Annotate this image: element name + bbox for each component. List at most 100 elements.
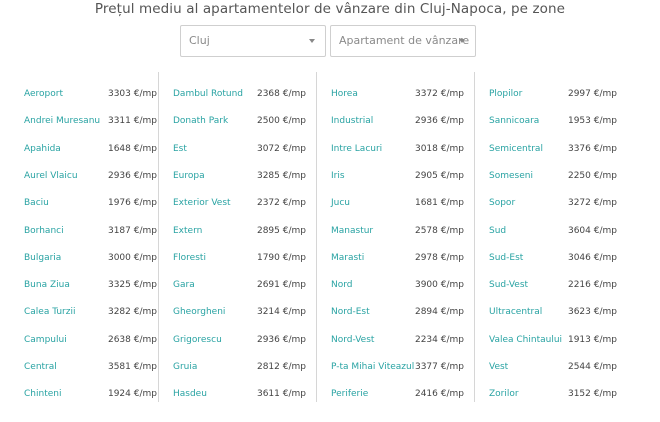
zone-link[interactable]: Sud bbox=[489, 225, 507, 236]
zone-price: 3611 €/mp bbox=[256, 389, 306, 400]
zone-row: Industrial 2936 €/mp bbox=[331, 113, 475, 129]
zone-row: Nord-Est 2894 €/mp bbox=[331, 304, 475, 320]
zone-link[interactable]: Gara bbox=[173, 280, 195, 291]
property-type-select[interactable]: Apartament de vânzare bbox=[330, 25, 476, 57]
zone-link[interactable]: Extern bbox=[173, 225, 203, 236]
zone-row: Hasdeu 3611 €/mp bbox=[173, 386, 317, 402]
zone-row: Aurel Vlaicu 2936 €/mp bbox=[24, 168, 168, 184]
zone-price: 3377 €/mp bbox=[414, 362, 464, 372]
zone-link[interactable]: Chinteni bbox=[24, 389, 62, 400]
zone-row: Marasti 2978 €/mp bbox=[331, 250, 475, 266]
zone-price: 3187 €/mp bbox=[107, 225, 157, 236]
zone-price: 2812 €/mp bbox=[256, 362, 306, 372]
zone-link[interactable]: Horea bbox=[331, 89, 358, 99]
zone-link[interactable]: Campului bbox=[24, 334, 67, 345]
zone-price: 3285 €/mp bbox=[256, 170, 306, 181]
zone-price: 3046 €/mp bbox=[567, 252, 617, 263]
zone-link[interactable]: Central bbox=[24, 362, 57, 372]
zone-link[interactable]: Zorilor bbox=[489, 389, 519, 400]
zone-link[interactable]: Nord-Vest bbox=[331, 334, 375, 345]
zone-link[interactable]: Plopilor bbox=[489, 89, 523, 99]
zone-link[interactable]: Nord bbox=[331, 280, 353, 291]
zone-row: Manastur 2578 €/mp bbox=[331, 223, 475, 239]
city-select[interactable]: Cluj bbox=[180, 25, 326, 57]
zone-price: 3604 €/mp bbox=[567, 225, 617, 236]
zone-link[interactable]: Exterior Vest bbox=[173, 198, 231, 209]
zone-link[interactable]: Gruia bbox=[173, 362, 198, 372]
chevron-down-icon bbox=[309, 39, 315, 43]
zone-price: 3623 €/mp bbox=[567, 307, 617, 318]
zone-link[interactable]: Borhanci bbox=[24, 225, 64, 236]
zone-link[interactable]: Periferie bbox=[331, 389, 369, 400]
zone-link[interactable]: Est bbox=[173, 143, 187, 154]
zone-price: 2544 €/mp bbox=[567, 362, 617, 372]
zone-link[interactable]: Valea Chintaului bbox=[489, 334, 563, 345]
zone-link[interactable]: Apahida bbox=[24, 143, 61, 154]
zone-link[interactable]: Sud-Est bbox=[489, 252, 524, 263]
zone-row: Ultracentral 3623 €/mp bbox=[489, 304, 625, 320]
zone-price: 3303 €/mp bbox=[107, 89, 157, 99]
zone-price: 3372 €/mp bbox=[414, 89, 464, 99]
zone-link[interactable]: Buna Ziua bbox=[24, 280, 70, 291]
zone-price: 2978 €/mp bbox=[414, 252, 464, 263]
zone-link[interactable]: Iris bbox=[331, 170, 345, 181]
zone-price: 2936 €/mp bbox=[256, 334, 306, 345]
zone-row: Someseni 2250 €/mp bbox=[489, 168, 625, 184]
zone-row: Grigorescu 2936 €/mp bbox=[173, 332, 317, 348]
zone-row: Chinteni 1924 €/mp bbox=[24, 386, 168, 402]
zone-price: 3311 €/mp bbox=[107, 116, 157, 127]
zone-link[interactable]: Intre Lacuri bbox=[331, 143, 383, 154]
zone-column: Horea 3372 €/mp Industrial 2936 €/mp Intre L… bbox=[316, 72, 474, 402]
zone-link[interactable]: Vest bbox=[489, 362, 509, 372]
zone-row: Apahida 1648 €/mp bbox=[24, 141, 168, 157]
zone-link[interactable]: Jucu bbox=[331, 198, 351, 209]
zone-link[interactable]: Industrial bbox=[331, 116, 374, 127]
zone-link[interactable]: Ultracentral bbox=[489, 307, 543, 318]
zone-price: 2936 €/mp bbox=[414, 116, 464, 127]
zone-price: 2905 €/mp bbox=[414, 170, 464, 181]
zone-link[interactable]: P-ta Mihai Viteazul bbox=[331, 362, 415, 372]
zone-link[interactable]: Sannicoara bbox=[489, 116, 540, 127]
zone-price: 2638 €/mp bbox=[107, 334, 157, 345]
zone-link[interactable]: Aeroport bbox=[24, 89, 63, 99]
zone-link[interactable]: Aurel Vlaicu bbox=[24, 170, 78, 181]
zone-link[interactable]: Someseni bbox=[489, 170, 533, 181]
zone-link[interactable]: Nord-Est bbox=[331, 307, 370, 318]
zone-link[interactable]: Europa bbox=[173, 170, 205, 181]
zone-price: 3282 €/mp bbox=[107, 307, 157, 318]
zone-row: Zorilor 3152 €/mp bbox=[489, 386, 625, 402]
zone-price: 2500 €/mp bbox=[256, 116, 306, 127]
zone-link[interactable]: Donath Park bbox=[173, 116, 229, 127]
zone-link[interactable]: Manastur bbox=[331, 225, 374, 236]
zone-link[interactable]: Marasti bbox=[331, 252, 365, 263]
zone-price: 3152 €/mp bbox=[567, 389, 617, 400]
zone-price: 3325 €/mp bbox=[107, 280, 157, 291]
zone-link[interactable]: Bulgaria bbox=[24, 252, 62, 263]
zone-link[interactable]: Sud-Vest bbox=[489, 280, 529, 291]
zone-price: 2234 €/mp bbox=[414, 334, 464, 345]
zone-link[interactable]: Floresti bbox=[173, 252, 206, 263]
zone-price: 2372 €/mp bbox=[256, 198, 306, 209]
zone-row: Baciu 1976 €/mp bbox=[24, 195, 168, 211]
zone-price: 2894 €/mp bbox=[414, 307, 464, 318]
zone-link[interactable]: Calea Turzii bbox=[24, 307, 76, 318]
zone-link[interactable]: Hasdeu bbox=[173, 389, 207, 400]
zone-link[interactable]: Dambul Rotund bbox=[173, 89, 243, 99]
zone-row: Gruia 2812 €/mp bbox=[173, 359, 317, 375]
zone-link[interactable]: Andrei Muresanu bbox=[24, 116, 101, 127]
zone-row: Sud 3604 €/mp bbox=[489, 223, 625, 239]
zone-row: Central 3581 €/mp bbox=[24, 359, 168, 375]
zone-link[interactable]: Baciu bbox=[24, 198, 49, 209]
zone-row: Calea Turzii 3282 €/mp bbox=[24, 304, 168, 320]
zone-row: Andrei Muresanu 3311 €/mp bbox=[24, 113, 168, 129]
zone-row: Aeroport 3303 €/mp bbox=[24, 86, 168, 102]
zone-row: Horea 3372 €/mp bbox=[331, 86, 475, 102]
zone-link[interactable]: Gheorgheni bbox=[173, 307, 226, 318]
zone-row: Gara 2691 €/mp bbox=[173, 277, 317, 293]
zone-link[interactable]: Grigorescu bbox=[173, 334, 222, 345]
zone-price: 2250 €/mp bbox=[567, 170, 617, 181]
zone-link[interactable]: Semicentral bbox=[489, 143, 543, 154]
zone-row: Sannicoara 1953 €/mp bbox=[489, 113, 625, 129]
zone-row: Extern 2895 €/mp bbox=[173, 223, 317, 239]
zone-link[interactable]: Sopor bbox=[489, 198, 516, 209]
